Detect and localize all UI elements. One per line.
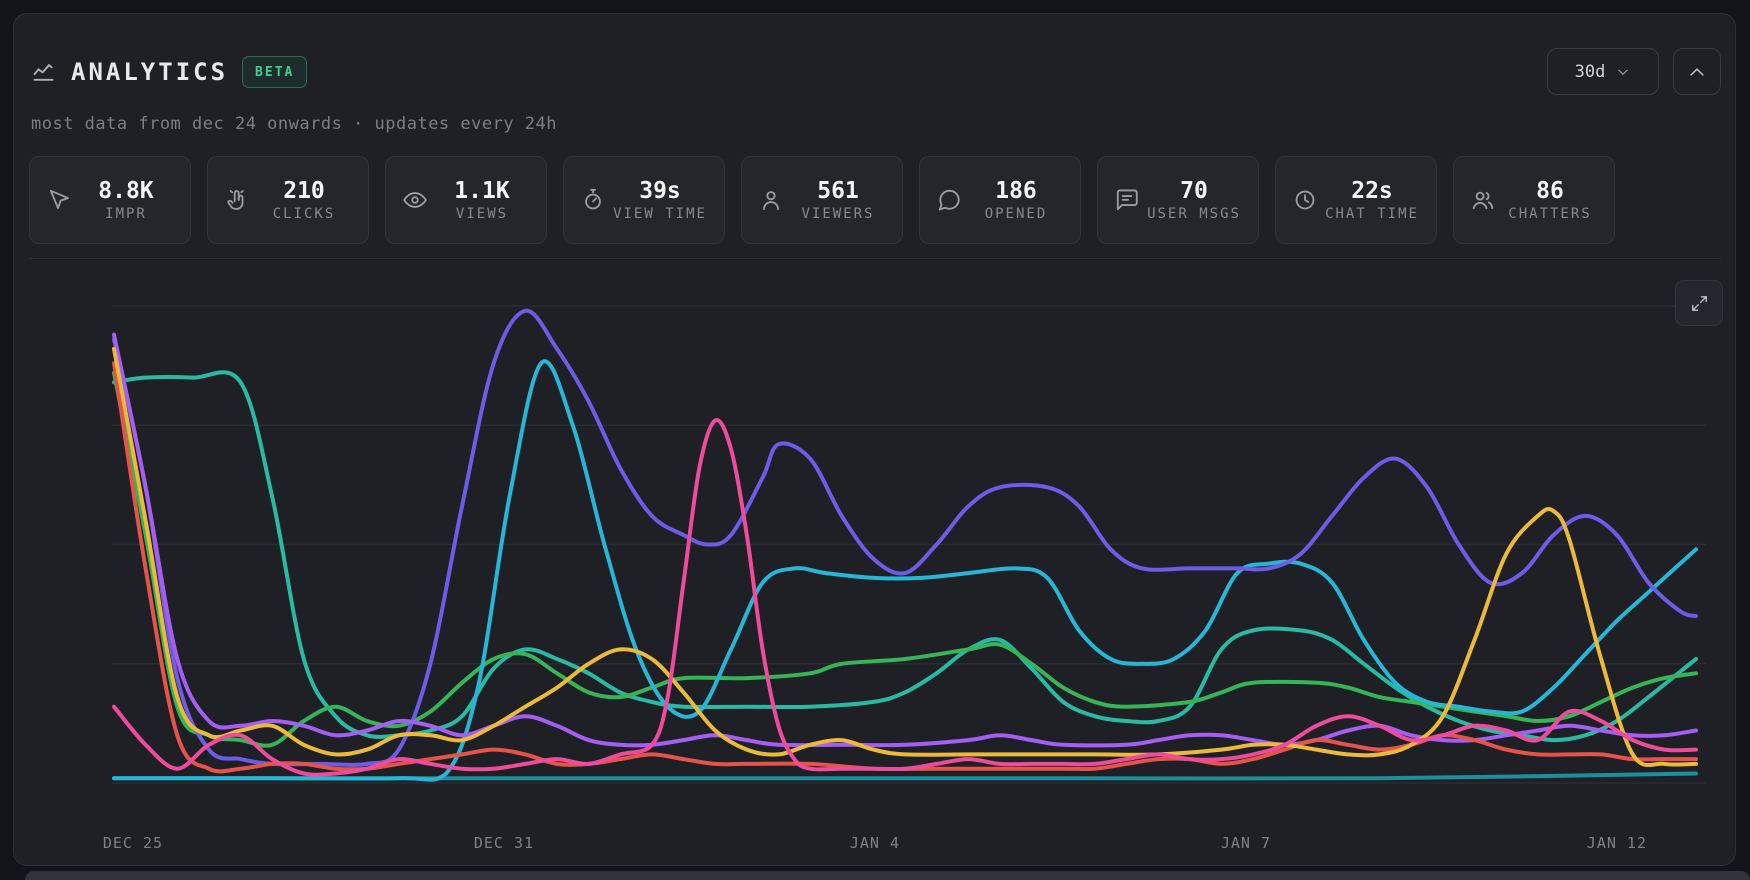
stat-value: 1.1K bbox=[454, 177, 510, 204]
stat-label: VIEWS bbox=[455, 206, 509, 223]
message-square-icon bbox=[1114, 187, 1140, 213]
series-pink bbox=[112, 418, 1698, 777]
series-cyan bbox=[112, 359, 1698, 782]
stat-text: 86 CHATTERS bbox=[1496, 178, 1604, 222]
stat-value: 22s bbox=[1351, 177, 1393, 204]
stat-card-clicks: 210 CLICKS bbox=[207, 156, 369, 244]
collapse-button[interactable] bbox=[1673, 48, 1721, 95]
next-card-top-edge bbox=[25, 871, 1750, 880]
chevron-down-icon bbox=[1615, 64, 1631, 80]
stat-label: CLICKS bbox=[272, 206, 336, 223]
stat-text: 22s CHAT TIME bbox=[1318, 178, 1426, 222]
header-controls: 30d bbox=[1547, 48, 1721, 95]
stat-value: 70 bbox=[1180, 177, 1208, 204]
line-chart-icon bbox=[30, 59, 57, 86]
stat-card-viewers: 561 VIEWERS bbox=[741, 156, 903, 244]
series-green bbox=[112, 370, 1698, 748]
beta-badge: BETA bbox=[242, 56, 308, 88]
line-chart[interactable] bbox=[14, 14, 1737, 867]
stat-text: 186 OPENED bbox=[962, 178, 1070, 222]
users-icon bbox=[1470, 187, 1496, 213]
stat-label: OPENED bbox=[984, 206, 1048, 223]
series-yellow bbox=[112, 346, 1698, 768]
stopwatch-icon bbox=[580, 187, 606, 213]
analytics-card: ANALYTICS BETA 30d most data from dec 24… bbox=[13, 13, 1736, 866]
range-selector[interactable]: 30d bbox=[1547, 48, 1659, 95]
expand-icon bbox=[1690, 294, 1709, 313]
stat-value: 86 bbox=[1536, 177, 1564, 204]
user-icon bbox=[758, 187, 784, 213]
header: ANALYTICS BETA bbox=[30, 50, 308, 94]
stat-card-impr: 8.8K IMPR bbox=[29, 156, 191, 244]
stat-text: 39s VIEW TIME bbox=[606, 178, 714, 222]
stat-label: CHATTERS bbox=[1508, 206, 1592, 223]
divider bbox=[29, 258, 1721, 259]
stat-label: IMPR bbox=[105, 206, 147, 223]
stat-label: CHAT TIME bbox=[1325, 206, 1419, 223]
tap-icon bbox=[224, 187, 250, 213]
stat-card-chat-time: 22s CHAT TIME bbox=[1275, 156, 1437, 244]
chat-bubble-icon bbox=[936, 187, 962, 213]
stat-card-opened: 186 OPENED bbox=[919, 156, 1081, 244]
chevron-up-icon bbox=[1687, 62, 1707, 82]
stat-label: VIEW TIME bbox=[613, 206, 707, 223]
stat-value: 210 bbox=[283, 177, 325, 204]
stat-label: VIEWERS bbox=[801, 206, 875, 223]
subtitle: most data from dec 24 onwards · updates … bbox=[31, 114, 558, 134]
page-title: ANALYTICS bbox=[71, 58, 229, 86]
series-violet bbox=[112, 332, 1698, 748]
stat-card-user-msgs: 70 USER MSGS bbox=[1097, 156, 1259, 244]
stat-value: 186 bbox=[995, 177, 1037, 204]
stats-row: 8.8K IMPR 210 CLICKS 1.1K VIEWS 39s VIEW TIME 56… bbox=[29, 156, 1615, 244]
stat-text: 8.8K IMPR bbox=[72, 178, 180, 222]
stat-card-views: 1.1K VIEWS bbox=[385, 156, 547, 244]
stat-card-chatters: 86 CHATTERS bbox=[1453, 156, 1615, 244]
cursor-icon bbox=[46, 187, 72, 213]
stat-text: 70 USER MSGS bbox=[1140, 178, 1248, 222]
stat-value: 561 bbox=[817, 177, 859, 204]
stat-value: 8.8K bbox=[98, 177, 154, 204]
expand-button[interactable] bbox=[1675, 280, 1723, 326]
stat-text: 1.1K VIEWS bbox=[428, 178, 536, 222]
stat-card-view-time: 39s VIEW TIME bbox=[563, 156, 725, 244]
eye-icon bbox=[402, 187, 428, 213]
range-selector-value: 30d bbox=[1574, 61, 1606, 82]
stat-value: 39s bbox=[639, 177, 681, 204]
stat-label: USER MSGS bbox=[1147, 206, 1241, 223]
stat-text: 210 CLICKS bbox=[250, 178, 358, 222]
clock-icon bbox=[1292, 187, 1318, 213]
stat-text: 561 VIEWERS bbox=[784, 178, 892, 222]
series-indigo bbox=[112, 308, 1698, 767]
